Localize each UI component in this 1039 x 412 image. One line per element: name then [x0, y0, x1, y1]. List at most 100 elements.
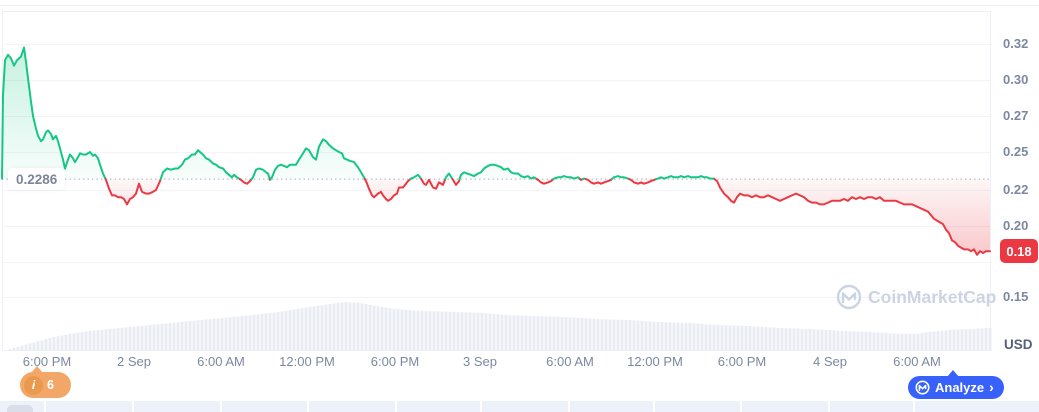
volume-bar [620, 319, 624, 351]
volume-bar [524, 315, 528, 351]
volume-bar [476, 312, 480, 351]
volume-bar [964, 329, 968, 351]
volume-bar [804, 328, 808, 351]
volume-bar [376, 306, 380, 351]
volume-bar [544, 316, 548, 351]
coinmarketcap-logo-m [841, 292, 857, 304]
volume-bar [128, 326, 132, 351]
y-axis-tick-label: 0.27 [1003, 108, 1029, 123]
volume-bar [456, 312, 460, 351]
volume-bar [252, 314, 256, 351]
volume-bar [12, 347, 16, 351]
volume-bar [368, 304, 372, 351]
volume-bar [160, 323, 164, 351]
volume-bar [32, 342, 36, 351]
volume-bar [144, 325, 148, 351]
volume-bar [600, 319, 604, 351]
strip-separator [395, 401, 397, 412]
volume-bar [228, 317, 232, 351]
volume-bar [468, 312, 472, 351]
volume-bar [520, 315, 524, 351]
volume-bar [280, 311, 284, 351]
volume-bar [872, 332, 876, 351]
volume-bar [908, 333, 912, 351]
volume-bar [844, 331, 848, 351]
volume-bar [444, 311, 448, 351]
volume-bar [112, 328, 116, 351]
volume-bar [448, 311, 452, 351]
volume-bar [108, 328, 112, 351]
volume-bar [548, 316, 552, 351]
price-line-segment [238, 178, 253, 185]
volume-bar [308, 306, 312, 351]
volume-bar [172, 322, 176, 351]
x-axis-tick-label: 6:00 AM [546, 354, 594, 369]
volume-bar [640, 320, 644, 351]
volume-bar [416, 310, 420, 351]
volume-bar [76, 332, 80, 351]
volume-bar [536, 316, 540, 351]
volume-bar [332, 303, 336, 351]
volume-bar [920, 332, 924, 351]
volume-bar [776, 327, 780, 351]
volume-bar [176, 322, 180, 351]
volume-bar [768, 327, 772, 351]
volume-bar [436, 311, 440, 351]
x-axis-tick-label: 6:00 AM [197, 354, 245, 369]
volume-bar [352, 302, 356, 351]
volume-bar [256, 314, 260, 351]
volume-bar [612, 319, 616, 351]
price-line-segment [535, 178, 555, 185]
volume-bar [16, 346, 20, 351]
volume-bar [88, 330, 92, 351]
x-axis-tick-label: 6:00 PM [370, 354, 420, 369]
volume-bar [584, 318, 588, 351]
analyze-button-tail [947, 370, 959, 377]
volume-bar [504, 314, 508, 351]
volume-bar [824, 329, 828, 351]
volume-bar [576, 317, 580, 351]
currency-unit-label: USD [1004, 337, 1033, 352]
volume-bar [196, 320, 200, 351]
y-axis-tick-label: 0.32 [1003, 36, 1029, 51]
baseline-price-chip: 0.2286 [8, 168, 66, 190]
info-icon: i [24, 375, 43, 395]
bottom-section-strip [0, 401, 1039, 412]
volume-bar [628, 320, 632, 351]
volume-bar [652, 321, 656, 351]
volume-bar [988, 327, 992, 351]
volume-bar [460, 312, 464, 351]
strip-separator [740, 401, 742, 412]
volume-bar [712, 324, 716, 351]
coinmarketcap-logo-icon [836, 284, 862, 310]
x-axis-tick-label: 6:00 AM [893, 354, 941, 369]
volume-bar [604, 319, 608, 351]
volume-bar [24, 344, 28, 351]
volume-bar [344, 302, 348, 351]
volume-bar [692, 323, 696, 351]
volume-bar [392, 308, 396, 351]
strip-separator [132, 401, 134, 412]
price-line-segment [584, 178, 613, 185]
volume-bar [716, 324, 720, 351]
events-count-badge[interactable]: i 6 [20, 366, 71, 398]
analyze-button[interactable]: Analyze › [908, 370, 1004, 399]
volume-bar [404, 309, 408, 351]
volume-bar [356, 302, 360, 351]
volume-bar [284, 310, 288, 351]
volume-bar [648, 321, 652, 351]
volume-bar [968, 328, 972, 351]
volume-bar [488, 313, 492, 351]
volume-bar [340, 302, 344, 351]
volume-bar [644, 321, 648, 351]
volume-bar [320, 305, 324, 351]
strip-separator [828, 401, 830, 412]
events-badge-tail [31, 366, 43, 373]
volume-bar [704, 324, 708, 351]
x-axis-tick-label: 12:00 PM [627, 354, 683, 369]
volume-bar [812, 329, 816, 351]
volume-bar [836, 330, 840, 351]
volume-bar [480, 312, 484, 351]
